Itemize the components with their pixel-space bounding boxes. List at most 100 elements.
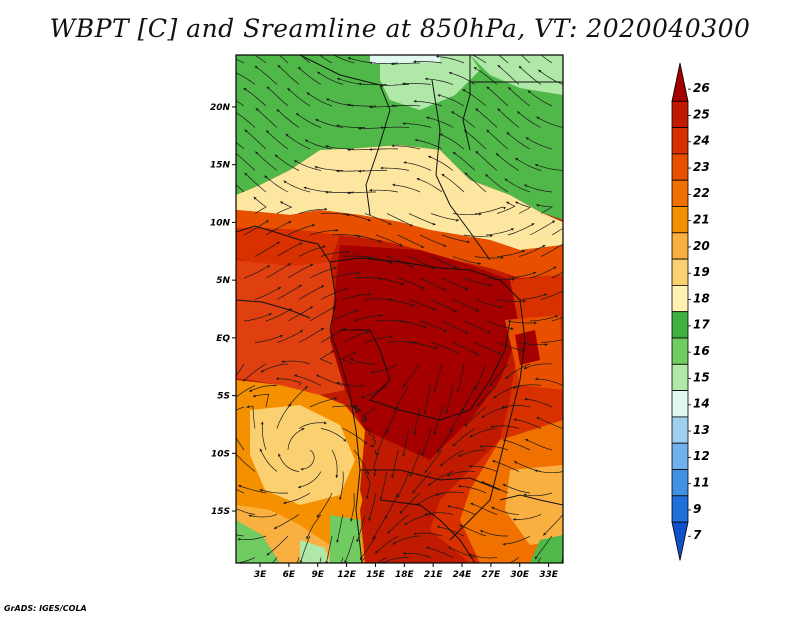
streamline-arrow <box>283 180 287 184</box>
streamline <box>294 159 322 171</box>
streamline <box>402 553 432 558</box>
streamline-arrow <box>454 350 458 354</box>
streamline-arrow <box>552 220 555 224</box>
streamline-arrow <box>470 502 474 506</box>
streamline <box>540 290 563 300</box>
streamline-arrow <box>486 86 490 90</box>
streamline-arrow <box>276 377 279 380</box>
streamline <box>236 100 245 107</box>
streamline <box>386 299 416 307</box>
streamline-arrow <box>506 132 510 136</box>
streamline-arrow <box>459 524 463 528</box>
streamline-arrow <box>298 285 302 288</box>
streamline-arrow <box>370 370 374 374</box>
streamline <box>495 152 520 171</box>
streamline <box>353 234 383 243</box>
streamline <box>437 428 454 453</box>
streamline-arrow <box>238 484 242 488</box>
streamline-arrow <box>243 88 247 91</box>
streamline <box>320 288 348 300</box>
streamline <box>320 328 347 343</box>
streamline <box>496 201 516 214</box>
streamline <box>408 299 436 311</box>
streamline <box>342 213 371 222</box>
streamline <box>551 271 563 279</box>
streamline <box>490 425 520 429</box>
streamline <box>536 116 563 128</box>
streamline <box>414 139 443 150</box>
streamline-arrow <box>358 169 361 173</box>
streamline-arrow <box>509 44 512 47</box>
streamline <box>243 265 271 279</box>
streamline-arrow <box>515 158 519 161</box>
colorbar-swatch <box>671 521 689 561</box>
lat-tick-label: 20N <box>210 103 231 113</box>
streamline <box>243 220 269 236</box>
streamline <box>364 213 392 225</box>
streamline-arrow <box>460 49 463 52</box>
streamline <box>391 145 421 150</box>
streamline-arrow <box>335 475 339 478</box>
streamline <box>529 315 559 322</box>
streamline-arrow <box>347 103 351 107</box>
streamline <box>242 363 267 382</box>
streamline <box>342 293 372 300</box>
streamline-arrow <box>409 473 413 477</box>
streamline-arrow <box>543 532 547 536</box>
streamline-arrow <box>468 464 472 468</box>
streamline <box>272 557 278 563</box>
streamline <box>468 553 498 559</box>
streamline <box>236 488 245 494</box>
colorbar-swatch <box>671 258 689 286</box>
streamline-arrow <box>366 471 370 475</box>
streamline-arrow <box>337 77 340 81</box>
streamline-arrow <box>499 305 503 309</box>
streamline <box>392 535 421 545</box>
streamline <box>236 534 245 537</box>
streamline-arrow <box>441 174 445 177</box>
streamline <box>255 151 278 171</box>
streamline <box>331 309 359 322</box>
streamline <box>380 167 410 171</box>
streamline <box>527 90 553 107</box>
streamline-arrow <box>486 129 490 133</box>
streamline-arrow <box>437 449 440 453</box>
streamline-arrow <box>510 327 514 330</box>
streamline-arrow <box>504 178 508 182</box>
streamline-arrow <box>535 164 538 167</box>
streamline <box>473 67 498 85</box>
streamline-arrow <box>421 286 425 289</box>
streamline <box>412 471 432 494</box>
streamline-arrow <box>412 303 415 307</box>
streamline <box>562 299 563 300</box>
streamline-arrow <box>434 346 438 350</box>
streamline <box>253 196 267 214</box>
streamline <box>238 484 267 494</box>
colorbar-label: 7 <box>693 528 702 542</box>
lat-tick-label: EQ <box>216 334 230 344</box>
streamline-arrow <box>217 482 220 485</box>
streamline <box>562 256 563 257</box>
streamline-arrow <box>477 403 480 407</box>
streamline <box>254 55 267 64</box>
streamline <box>356 514 366 543</box>
streamline <box>491 506 520 515</box>
streamline-arrow <box>525 439 529 442</box>
streamline-arrow <box>440 463 444 467</box>
streamline <box>512 384 542 389</box>
streamline-arrow <box>452 152 456 155</box>
streamline-arrow <box>389 261 393 264</box>
streamline-arrow <box>423 325 426 328</box>
streamline <box>260 363 289 373</box>
streamline <box>392 184 421 193</box>
streamline <box>385 406 399 434</box>
streamline <box>516 111 542 128</box>
streamline-arrow <box>299 560 303 563</box>
streamline <box>470 502 498 515</box>
streamline <box>287 385 308 408</box>
streamline-arrow <box>515 201 519 205</box>
streamline-arrow <box>276 109 280 113</box>
streamline-arrow <box>414 138 418 142</box>
lon-tick-label: 33E <box>539 570 559 580</box>
colorbar-label: 15 <box>693 370 710 384</box>
